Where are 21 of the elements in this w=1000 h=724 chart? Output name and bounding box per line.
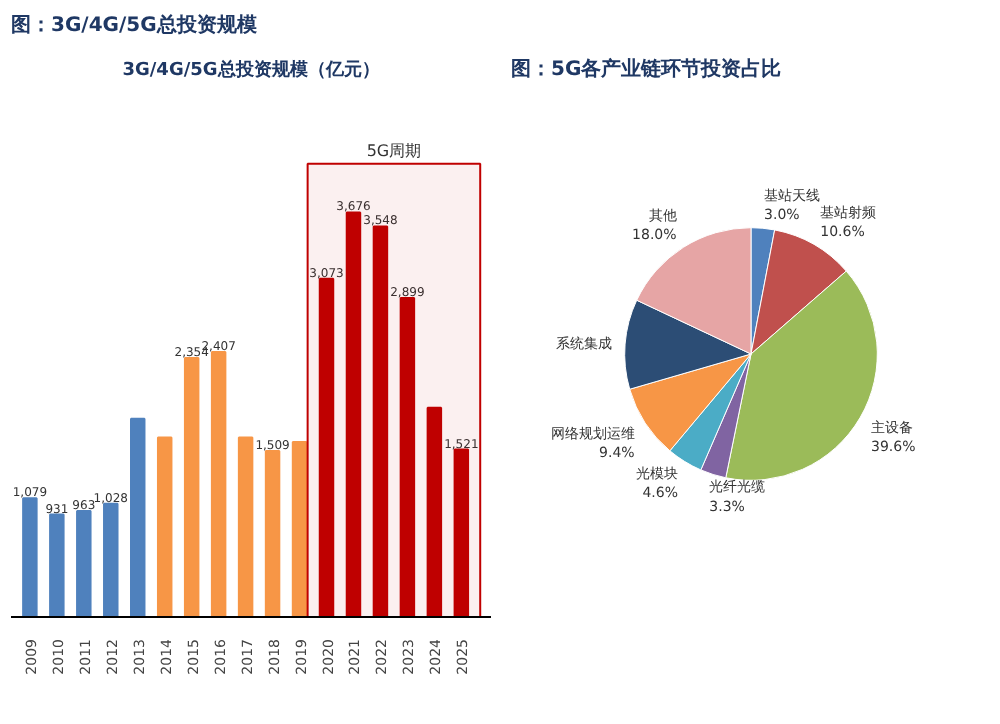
bar <box>291 440 308 617</box>
bar <box>264 449 281 617</box>
bar <box>49 513 65 617</box>
chart-title: 图：3G/4G/5G总投资规模 <box>11 13 259 37</box>
bar <box>210 351 227 617</box>
bar <box>345 211 362 617</box>
chart-subtitle: 3G/4G/5G总投资规模（亿元） <box>122 59 380 81</box>
bar <box>453 448 470 617</box>
bar <box>372 225 389 617</box>
bar <box>130 417 146 617</box>
bar <box>156 436 173 617</box>
bar <box>426 406 443 617</box>
bar <box>183 356 200 617</box>
bar <box>318 277 335 617</box>
bar <box>22 497 38 617</box>
bar <box>103 502 119 617</box>
bar <box>76 510 92 617</box>
chart-title: 图：5G各产业链环节投资占比 <box>511 57 782 81</box>
bar <box>237 436 254 617</box>
band-label: 5G周期 <box>366 141 422 160</box>
bar <box>399 296 416 617</box>
